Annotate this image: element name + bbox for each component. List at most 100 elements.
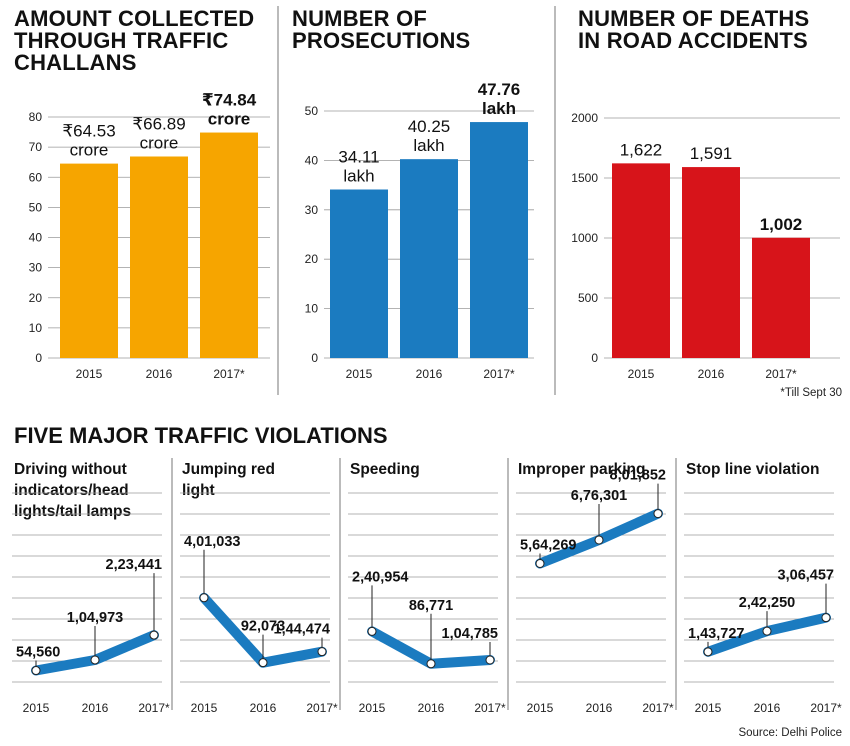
bar-value-label: lakh: [413, 136, 444, 155]
y-tick-label: 20: [305, 252, 319, 266]
section-title: FIVE MAJOR TRAFFIC VIOLATIONS: [14, 423, 388, 448]
bar-value-label: 47.76: [478, 80, 521, 99]
bar: [682, 167, 740, 358]
y-tick-label: 0: [311, 351, 318, 365]
y-tick-label: 30: [305, 203, 319, 217]
bar: [60, 163, 118, 358]
x-tick-label: 2016: [250, 701, 277, 715]
bar: [752, 237, 810, 358]
bar-value-label: 34.11: [338, 147, 379, 166]
y-tick-label: 0: [591, 351, 598, 365]
data-point: [258, 658, 268, 668]
bar-value-label: crore: [140, 133, 179, 152]
x-tick-label: 2017*: [765, 367, 797, 381]
x-tick-label: 2017*: [642, 701, 674, 715]
y-tick-label: 30: [29, 261, 43, 275]
data-point: [653, 509, 663, 519]
bar-value-label: ₹74.84: [202, 91, 257, 110]
x-tick-label: 2016: [146, 367, 173, 381]
data-point: [199, 593, 209, 603]
bar-value-label: crore: [208, 110, 251, 129]
y-tick-label: 80: [29, 110, 43, 124]
violation-panel-1: Driving without indicators/head lights/tai…: [12, 461, 170, 715]
chart-title-line: IN ROAD ACCIDENTS: [578, 28, 808, 53]
x-tick-label: 2016: [416, 367, 443, 381]
bar: [200, 132, 258, 358]
y-tick-label: 40: [29, 231, 43, 245]
data-point: [703, 647, 713, 657]
violation-title-line: Jumping red: [182, 461, 275, 478]
x-tick-label: 2016: [586, 701, 613, 715]
bar-value-label: 1,002: [760, 215, 803, 234]
violation-title-line: lights/tail lamps: [14, 503, 131, 520]
violation-value-label: 2,42,250: [739, 595, 795, 611]
data-point: [485, 655, 495, 665]
bar-value-label: ₹66.89: [132, 114, 185, 133]
chart-title-line: CHALLANS: [14, 50, 137, 75]
y-tick-label: 1000: [571, 231, 598, 245]
x-tick-label: 2017*: [213, 367, 245, 381]
bar: [330, 189, 388, 358]
y-tick-label: 10: [29, 321, 43, 335]
x-tick-label: 2015: [76, 367, 103, 381]
x-tick-label: 2017*: [810, 701, 842, 715]
chart-title-line: NUMBER OF: [292, 6, 427, 31]
data-point: [90, 655, 100, 665]
bar-value-label: ₹64.53: [62, 122, 115, 141]
violation-value-label: 2,23,441: [106, 557, 162, 573]
violation-panel-5: Stop line violation 1,43,727 2015 2,42,250 2…: [684, 461, 842, 715]
violations-line-charts: FIVE MAJOR TRAFFIC VIOLATIONS Driving wit…: [12, 423, 842, 739]
violation-value-label: 86,771: [409, 598, 453, 614]
violation-panel-4: Improper parking 5,64,269 2015 6,76,301 2016…: [516, 461, 674, 715]
bar: [612, 163, 670, 358]
y-tick-label: 2000: [571, 111, 598, 125]
violation-value-label: 1,43,727: [688, 626, 744, 642]
data-point: [535, 559, 545, 569]
violation-value-label: 1,44,474: [274, 622, 330, 638]
x-tick-label: 2017*: [483, 367, 515, 381]
source-note: Source: Delhi Police: [738, 727, 842, 739]
y-tick-label: 50: [305, 104, 319, 118]
x-tick-label: 2015: [346, 367, 373, 381]
violation-value-label: 3,06,457: [778, 568, 834, 584]
x-tick-label: 2015: [527, 701, 554, 715]
footnote: *Till Sept 30: [780, 387, 842, 399]
violation-title-line: light: [182, 482, 215, 499]
x-tick-label: 2016: [754, 701, 781, 715]
violation-value-label: 2,40,954: [352, 569, 408, 585]
bar-value-label: 1,591: [690, 144, 733, 163]
x-tick-label: 2017*: [474, 701, 506, 715]
data-point: [762, 626, 772, 636]
violation-title-line: Stop line violation: [686, 461, 819, 478]
x-tick-label: 2016: [82, 701, 109, 715]
x-tick-label: 2015: [23, 701, 50, 715]
chart-title-line: PROSECUTIONS: [292, 28, 470, 53]
bar-value-label: crore: [70, 141, 109, 160]
bar: [400, 159, 458, 358]
violation-value-label: 92,073: [241, 619, 285, 635]
data-point: [31, 666, 41, 676]
y-tick-label: 60: [29, 170, 43, 184]
violation-panel-2: Jumping red light 4,01,033 2015 92,073 2016 1,…: [180, 461, 338, 715]
data-point: [317, 647, 327, 657]
violation-title-line: indicators/head: [14, 482, 129, 499]
x-tick-label: 2015: [695, 701, 722, 715]
data-point: [149, 630, 159, 640]
violation-panel-3: Speeding 2,40,954 2015 86,771 2016 1,04,785 20…: [348, 461, 506, 715]
violation-value-label: 1,04,785: [442, 626, 498, 642]
y-tick-label: 70: [29, 140, 43, 154]
x-tick-label: 2015: [359, 701, 386, 715]
data-point: [821, 613, 831, 623]
x-tick-label: 2017*: [138, 701, 170, 715]
y-tick-label: 500: [578, 291, 598, 305]
violation-title-line: Improper parking: [518, 461, 645, 478]
x-tick-label: 2017*: [306, 701, 338, 715]
y-tick-label: 40: [305, 153, 319, 167]
violation-value-label: 8,01,852: [610, 468, 666, 484]
bar-value-label: lakh: [482, 99, 516, 118]
y-tick-label: 10: [305, 302, 319, 316]
